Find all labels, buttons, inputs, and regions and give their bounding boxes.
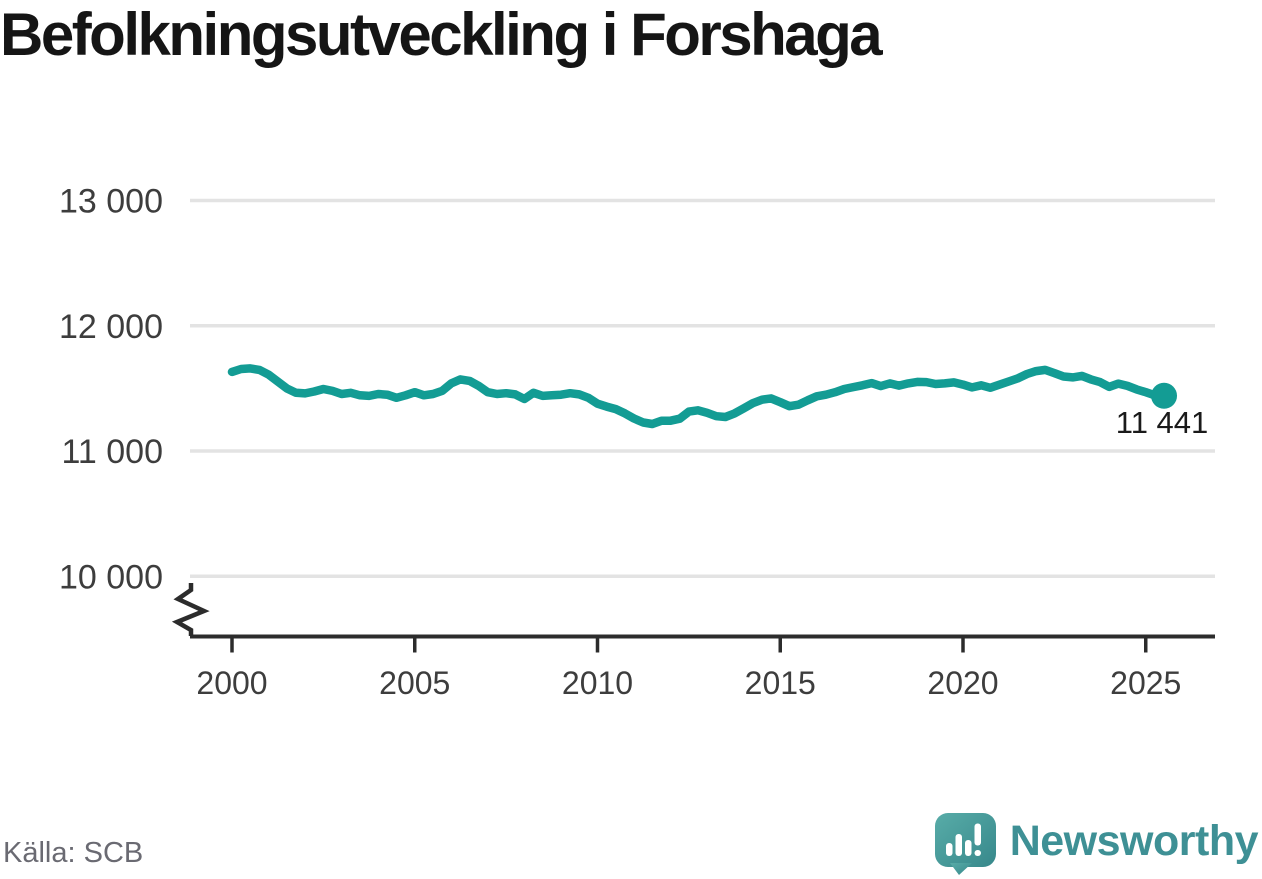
axis-break-icon	[171, 583, 210, 636]
population-line-chart: 10 000 11 000 12 000 13 000 2000 2005 2010 2015…	[59, 182, 1215, 701]
source-label: Källa: SCB	[3, 837, 144, 869]
y-axis-tick-label: 10 000	[59, 558, 163, 596]
x-axis-tick-label: 2010	[562, 665, 633, 701]
y-axis-tick-label: 13 000	[59, 182, 163, 220]
x-axis-tick-label: 2005	[379, 665, 450, 701]
newsworthy-logo: Newsworthy	[934, 813, 1259, 875]
x-axis-tick-label: 2015	[745, 665, 816, 701]
newsworthy-logo-text: Newsworthy	[1009, 816, 1259, 865]
page-title: Befolkningsutveckling i Forshaga	[0, 1, 883, 68]
x-axis-tick-label: 2020	[927, 665, 998, 701]
x-axis-tick-label: 2000	[196, 665, 267, 701]
x-axis-tick-label: 2025	[1110, 665, 1181, 701]
y-axis-tick-label: 12 000	[59, 308, 163, 346]
population-series-line	[227, 364, 1169, 429]
newsworthy-logo-icon	[934, 813, 996, 875]
latest-value-dot	[1151, 382, 1178, 409]
y-axis-tick-label: 11 000	[62, 433, 163, 471]
latest-value-label: 11 441	[1116, 405, 1209, 440]
